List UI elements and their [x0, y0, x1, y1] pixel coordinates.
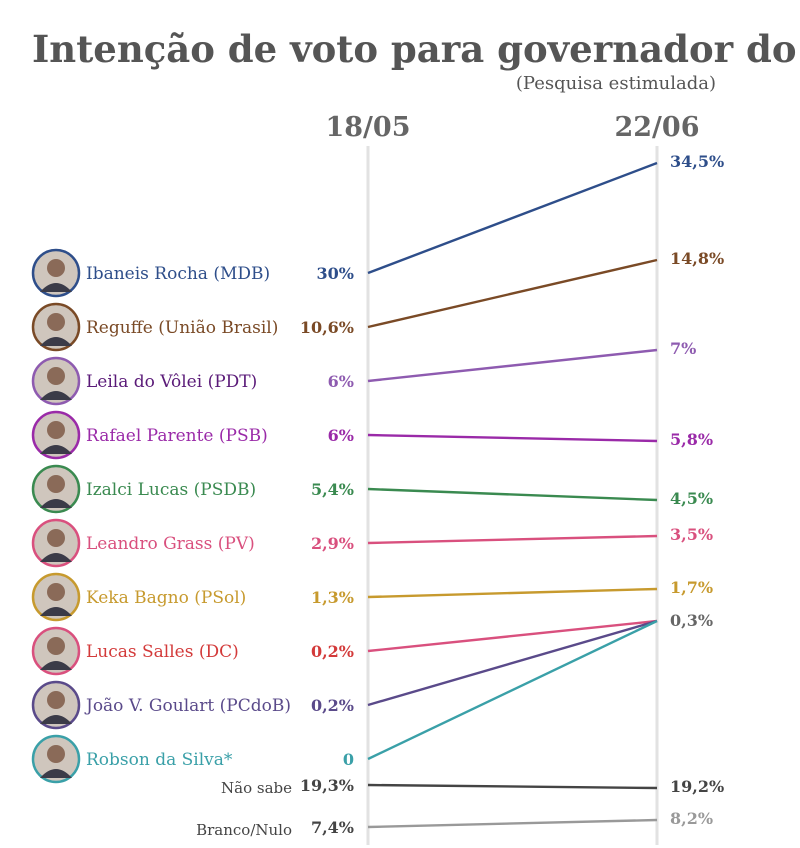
value-end-branco-nulo: 8,2%	[670, 809, 713, 828]
x-label-end: 22/06	[614, 112, 699, 143]
series-line-rafael-parente-psb	[367, 433, 658, 443]
value-end-reguffe-uniao-brasil: 14,8%	[670, 249, 724, 268]
series-line-lucas-salles-dc	[367, 619, 658, 653]
value-start-branco-nulo: 7,4%	[311, 818, 354, 837]
value-end-nao-sabe: 19,2%	[670, 777, 724, 796]
chart-subtitle: (Pesquisa estimulada)	[516, 73, 716, 94]
value-start-leila-do-volei-pdt: 6%	[328, 372, 354, 391]
value-start-joao-v-goulart-pcdob: 0,2%	[311, 696, 354, 715]
avatar-lucas-salles-dc	[31, 626, 81, 676]
candidate-label-reguffe-uniao-brasil: Reguffe (União Brasil)	[86, 318, 278, 338]
candidate-label-keka-bagno-psol: Keka Bagno (PSol)	[86, 588, 246, 608]
other-label-branco-nulo: Branco/Nulo	[196, 821, 292, 839]
value-end-ibaneis-rocha-mdb: 34,5%	[670, 152, 724, 171]
series-line-branco-nulo	[367, 818, 658, 829]
avatar-keka-bagno-psol	[31, 572, 81, 622]
value-start-izalci-lucas-psdb: 5,4%	[311, 480, 354, 499]
value-start-reguffe-uniao-brasil: 10,6%	[300, 318, 354, 337]
value-start-ibaneis-rocha-mdb: 30%	[317, 264, 354, 283]
candidate-label-robson-da-silva: Robson da Silva*	[86, 750, 233, 770]
series-line-robson-da-silva	[367, 619, 658, 761]
value-start-nao-sabe: 19,3%	[300, 776, 354, 795]
avatar-rafael-parente-psb	[31, 410, 81, 460]
value-end-shared: 0,3%	[670, 611, 713, 630]
series-line-leila-do-volei-pdt	[367, 348, 658, 383]
value-end-izalci-lucas-psdb: 4,5%	[670, 489, 713, 508]
avatar-reguffe-uniao-brasil	[31, 302, 81, 352]
avatar-ibaneis-rocha-mdb	[31, 248, 81, 298]
candidate-label-izalci-lucas-psdb: Izalci Lucas (PSDB)	[86, 480, 256, 500]
value-start-keka-bagno-psol: 1,3%	[311, 588, 354, 607]
candidate-label-ibaneis-rocha-mdb: Ibaneis Rocha (MDB)	[86, 264, 270, 284]
series-line-izalci-lucas-psdb	[367, 487, 658, 502]
series-line-leandro-grass-pv	[367, 534, 658, 545]
candidate-label-rafael-parente-psb: Rafael Parente (PSB)	[86, 426, 268, 446]
series-line-reguffe-uniao-brasil	[367, 258, 658, 329]
candidate-label-leandro-grass-pv: Leandro Grass (PV)	[86, 534, 255, 554]
x-label-start: 18/05	[325, 112, 410, 143]
value-start-rafael-parente-psb: 6%	[328, 426, 354, 445]
value-start-lucas-salles-dc: 0,2%	[311, 642, 354, 661]
chart-title: Intenção de voto para governador do DF	[32, 27, 800, 71]
series-line-ibaneis-rocha-mdb	[367, 161, 658, 275]
candidate-label-lucas-salles-dc: Lucas Salles (DC)	[86, 642, 239, 662]
candidate-label-joao-v-goulart-pcdob: João V. Goulart (PCdoB)	[84, 696, 291, 716]
value-end-rafael-parente-psb: 5,8%	[670, 430, 713, 449]
value-end-leila-do-volei-pdt: 7%	[670, 339, 696, 358]
value-start-robson-da-silva: 0	[343, 750, 354, 769]
series-line-keka-bagno-psol	[367, 587, 658, 599]
series-line-joao-v-goulart-pcdob	[367, 619, 658, 707]
series-line-nao-sabe	[367, 783, 658, 790]
avatar-joao-v-goulart-pcdob	[31, 680, 81, 730]
value-start-leandro-grass-pv: 2,9%	[311, 534, 354, 553]
candidate-label-leila-do-volei-pdt: Leila do Vôlei (PDT)	[86, 372, 257, 392]
other-label-nao-sabe: Não sabe	[221, 779, 292, 797]
value-end-keka-bagno-psol: 1,7%	[670, 578, 713, 597]
avatar-robson-da-silva	[31, 734, 81, 784]
value-end-leandro-grass-pv: 3,5%	[670, 525, 713, 544]
avatar-leila-do-volei-pdt	[31, 356, 81, 406]
avatar-leandro-grass-pv	[31, 518, 81, 568]
avatar-izalci-lucas-psdb	[31, 464, 81, 514]
